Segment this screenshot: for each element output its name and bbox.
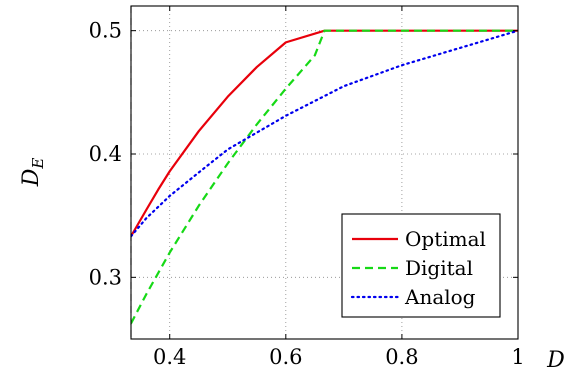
series-line-analog	[131, 29, 518, 238]
x-tick-label-3: 1	[511, 345, 524, 369]
series-line-digital	[131, 29, 518, 324]
x-tick-label-1: 0.6	[269, 345, 302, 369]
series-group	[131, 29, 518, 324]
legend-label-digital: Digital	[405, 256, 473, 280]
ticks: 0.4 0.6 0.8 1 0.3 0.4 0.5	[89, 6, 525, 369]
legend-box	[341, 213, 501, 318]
y-tick-label-2: 0.5	[89, 19, 122, 43]
legend-label-analog: Analog	[404, 285, 476, 309]
x-tick-label-0: 0.4	[153, 345, 186, 369]
legend: Optimal Digital Analog	[341, 213, 501, 318]
y-tick-label-0: 0.3	[89, 265, 122, 289]
grid	[131, 6, 519, 339]
x-tick-label-2: 0.8	[385, 345, 418, 369]
y-axis-label-main: D	[19, 168, 44, 187]
plot-frame	[130, 5, 519, 340]
y-axis-label: DE	[19, 158, 47, 188]
legend-label-optimal: Optimal	[405, 227, 486, 251]
x-axis-label: D	[546, 348, 565, 372]
y-axis-label-sub: E	[29, 158, 47, 170]
y-tick-label-1: 0.4	[89, 142, 122, 166]
